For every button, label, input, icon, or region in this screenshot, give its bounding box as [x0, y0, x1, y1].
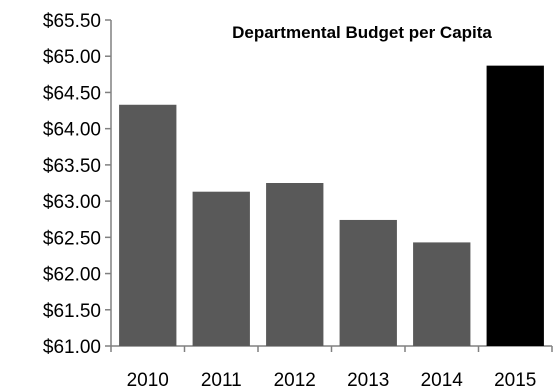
y-tick-label: $62.50: [43, 228, 101, 249]
bar-2013: [339, 219, 397, 346]
chart-title: Departmental Budget per Capita: [232, 23, 492, 42]
x-axis: 2010 2011 2012 2013 2014 2015: [110, 345, 553, 391]
x-tick-label: 2014: [421, 370, 464, 391]
y-tick-label: $63.50: [43, 156, 101, 177]
x-tick-label: 2010: [127, 370, 169, 391]
bar-2015: [486, 65, 544, 346]
x-tick-label: 2012: [274, 370, 316, 391]
bar-2011: [192, 191, 250, 346]
y-tick-label: $64.00: [43, 120, 101, 141]
x-tick-label: 2013: [347, 370, 389, 391]
y-tick-label: $64.50: [43, 83, 101, 104]
bars: [119, 65, 544, 346]
x-tick-label: 2015: [494, 370, 536, 391]
x-tick-label: 2011: [201, 370, 242, 391]
y-tick-label: $61.00: [43, 337, 101, 358]
bar-2014: [413, 242, 471, 346]
bar-2010: [119, 104, 177, 346]
y-axis: $61.00 $61.50 $62.00 $62.50 $63.00 $63.50 $64.…: [43, 11, 112, 358]
y-tick-label: $62.00: [43, 265, 101, 286]
y-tick-label: $61.50: [43, 301, 101, 322]
y-tick-label: $63.00: [43, 192, 101, 213]
y-tick-label: $65.00: [43, 47, 101, 68]
bar-2012: [266, 183, 324, 346]
y-tick-label: $65.50: [43, 11, 101, 32]
